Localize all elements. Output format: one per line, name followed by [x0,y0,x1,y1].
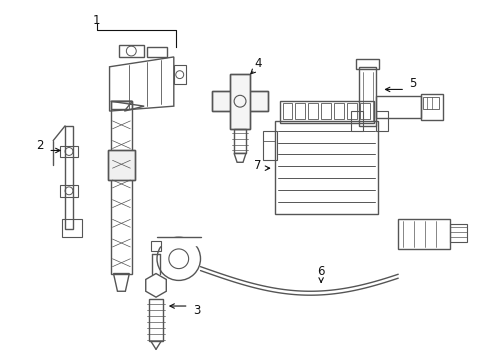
Bar [355,59,379,69]
Bar [147,47,166,57]
Bar [234,129,245,153]
Bar [358,67,376,126]
Text: 1: 1 [93,14,100,27]
Bar [262,131,276,160]
Bar [346,103,356,119]
Bar [65,126,73,229]
Bar [279,101,373,123]
Text: 6: 6 [317,265,324,278]
Bar [376,96,420,118]
Text: 2: 2 [37,139,44,152]
Bar [110,101,132,274]
Bar [359,103,369,119]
Bar [107,150,135,180]
Bar [110,101,132,109]
Bar [62,219,81,237]
Bar [376,111,387,131]
Bar [397,219,449,249]
Bar [60,145,78,157]
Text: 3: 3 [192,305,200,318]
Bar [149,299,163,342]
Bar [420,94,442,120]
Bar [274,121,378,215]
Polygon shape [212,91,267,111]
Bar [151,241,161,251]
Bar [157,237,200,245]
Bar [119,45,144,57]
Bar [107,150,135,180]
Bar [321,103,330,119]
Bar [449,224,467,242]
Bar [307,103,318,119]
Bar [173,65,185,85]
Bar [333,103,343,119]
Text: 4: 4 [254,57,261,70]
Bar [422,97,438,109]
Bar [60,185,78,197]
Bar [350,111,362,131]
Text: 7: 7 [254,159,261,172]
Bar [295,103,305,119]
Text: 5: 5 [408,77,416,90]
Bar [282,103,292,119]
Polygon shape [230,74,249,129]
